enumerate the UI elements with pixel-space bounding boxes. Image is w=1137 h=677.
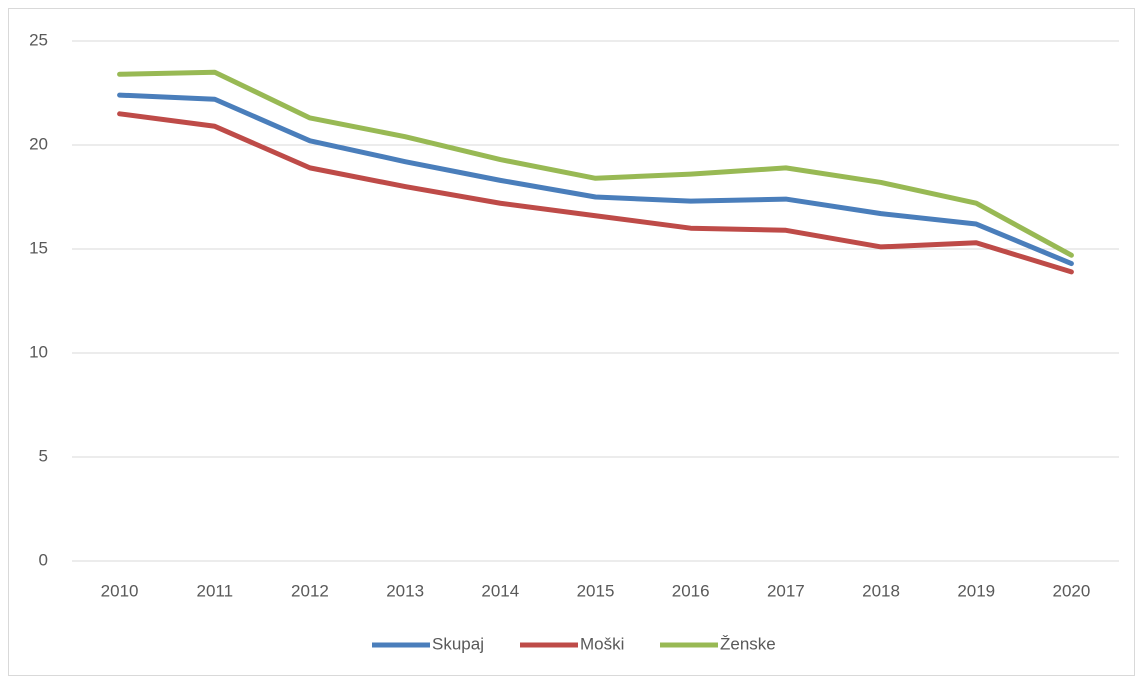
legend-label: Moški — [580, 634, 624, 653]
y-tick-label: 25 — [29, 30, 48, 49]
data-line — [117, 111, 1074, 275]
x-tick-label: 2015 — [577, 581, 615, 600]
y-tick-label: 0 — [39, 550, 48, 569]
x-tick-label: 2018 — [862, 581, 900, 600]
x-tick-label: 2011 — [196, 581, 233, 600]
x-tick-label: 2016 — [672, 581, 710, 600]
y-tick-label: 20 — [29, 134, 48, 153]
data-line — [117, 69, 1074, 258]
x-tick-label: 2020 — [1052, 581, 1090, 600]
x-tick-label: 2017 — [767, 581, 805, 600]
y-tick-label: 15 — [29, 238, 48, 257]
legend-label: Ženske — [720, 634, 776, 653]
x-tick-label: 2012 — [291, 581, 329, 600]
legend-label: Skupaj — [432, 634, 484, 653]
y-tick-label: 10 — [29, 342, 48, 361]
chart-border — [8, 8, 1135, 676]
y-tick-label: 5 — [39, 446, 48, 465]
x-tick-label: 2019 — [957, 581, 995, 600]
data-line — [117, 92, 1074, 267]
x-tick-label: 2014 — [481, 581, 519, 600]
x-tick-label: 2010 — [101, 581, 139, 600]
x-tick-label: 2013 — [386, 581, 424, 600]
